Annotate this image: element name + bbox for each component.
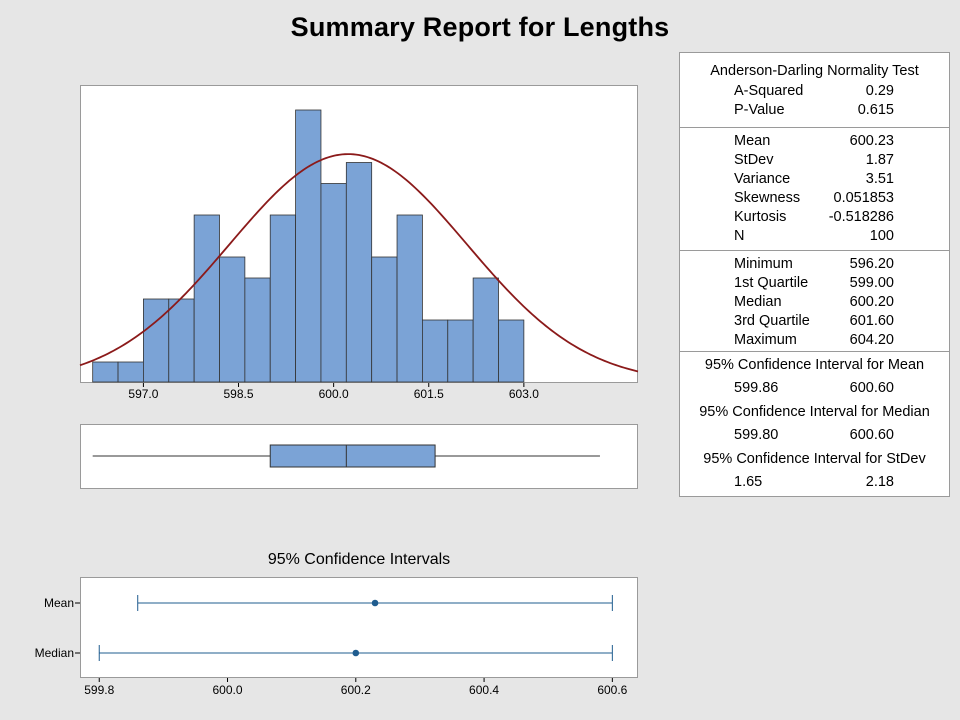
x-tick-label: 603.0 [509, 387, 539, 401]
stat-row: 1st Quartile 599.00 [680, 274, 949, 293]
stat-label: Maximum [734, 332, 797, 348]
stat-value: 3.51 [865, 171, 894, 187]
moments-section: Mean 600.23 StDev 1.87 Variance 3.51 Skewne… [680, 128, 949, 251]
x-tick-label: 600.2 [341, 683, 371, 697]
histogram-bar [422, 319, 449, 383]
ci-point-estimate [371, 599, 379, 607]
ci-category-median: Median [34, 646, 74, 660]
x-tick-label: 597.0 [128, 387, 158, 401]
quantiles-section: Minimum 596.20 1st Quartile 599.00 Median 6… [680, 251, 949, 352]
ci-chart-title: 95% Confidence Intervals [267, 551, 451, 568]
boxplot-box [269, 444, 436, 468]
ci-mean-header: 95% Confidence Interval for Mean [704, 357, 925, 373]
stat-row: N 100 [680, 227, 949, 246]
x-tick-label: 600.4 [469, 683, 499, 697]
stat-label: Variance [734, 171, 791, 187]
stat-value: 100 [869, 228, 894, 244]
ci-mean-row: 599.86 600.60 [680, 376, 949, 401]
ci-high: 2.18 [865, 474, 894, 490]
stat-row: P-Value 0.615 [680, 101, 949, 120]
ci-high: 600.60 [849, 380, 894, 396]
stat-label: Kurtosis [734, 209, 787, 225]
histogram-bar [396, 214, 423, 383]
stat-value: 604.20 [849, 332, 894, 348]
stat-value: 1.87 [865, 152, 894, 168]
ci-median-header: 95% Confidence Interval for Median [699, 404, 930, 420]
stat-row: Median 600.20 [680, 293, 949, 312]
stat-row: 3rd Quartile 601.60 [680, 312, 949, 331]
stat-label: 1st Quartile [734, 275, 809, 291]
normality-header: Anderson-Darling Normality Test [710, 63, 919, 79]
stat-value: 0.051853 [833, 190, 894, 206]
stat-label: Median [734, 294, 782, 310]
stat-row: Skewness 0.051853 [680, 189, 949, 208]
stat-row: Kurtosis -0.518286 [680, 208, 949, 227]
histogram-bar [269, 214, 296, 383]
stat-row: StDev 1.87 [680, 151, 949, 170]
x-tick-label: 598.5 [224, 387, 254, 401]
histogram-bar [295, 109, 322, 383]
stats-table: Anderson-Darling Normality Test A-Square… [679, 52, 950, 497]
ci-panel [80, 577, 638, 678]
stat-row: Mean 600.23 [680, 132, 949, 151]
x-tick-label: 600.0 [319, 387, 349, 401]
normality-section: Anderson-Darling Normality Test A-Square… [680, 53, 949, 128]
normal-curve [79, 153, 639, 373]
stat-label: P-Value [734, 102, 785, 118]
stat-row: Variance 3.51 [680, 170, 949, 189]
histogram-bar [244, 277, 271, 383]
stat-value: 0.615 [857, 102, 894, 118]
stat-label: Skewness [734, 190, 801, 206]
stat-row: A-Squared 0.29 [680, 82, 949, 101]
histogram-bar [320, 183, 347, 383]
x-tick-label: 600.6 [597, 683, 627, 697]
histogram-bar [193, 214, 220, 383]
stat-value: 601.60 [849, 313, 894, 329]
histogram-bar [472, 277, 499, 383]
x-tick-label: 599.8 [84, 683, 114, 697]
stat-value: -0.518286 [828, 209, 894, 225]
histogram-bar [345, 162, 373, 383]
stat-value: 599.00 [849, 275, 894, 291]
ci-stdev-header: 95% Confidence Interval for StDev [703, 451, 926, 467]
histogram-bar [371, 256, 398, 383]
ci-median-row: 599.80 600.60 [680, 423, 949, 448]
report-title: Summary Report for Lengths [290, 12, 670, 42]
stat-label: StDev [734, 152, 774, 168]
x-tick-label: 600.0 [213, 683, 243, 697]
stat-row: Maximum 604.20 [680, 331, 949, 350]
stat-value: 600.20 [849, 294, 894, 310]
ci-low: 599.86 [734, 380, 779, 396]
stat-row: Minimum 596.20 [680, 255, 949, 274]
ci-category-mean: Mean [43, 596, 74, 610]
stat-label: Mean [734, 133, 771, 149]
histogram-bar [498, 319, 525, 383]
histogram-bar [219, 256, 246, 383]
x-tick-label: 601.5 [414, 387, 444, 401]
stat-label: A-Squared [734, 83, 804, 99]
stat-value: 600.23 [849, 133, 894, 149]
ci-section: 95% Confidence Interval for Mean 599.86 6… [680, 352, 949, 495]
stat-label: N [734, 228, 745, 244]
ci-low: 1.65 [734, 474, 763, 490]
ci-point-estimate [352, 649, 360, 657]
stat-label: Minimum [734, 256, 793, 272]
ci-high: 600.60 [849, 427, 894, 443]
ci-stdev-row: 1.65 2.18 [680, 470, 949, 495]
ci-low: 599.80 [734, 427, 779, 443]
stat-value: 596.20 [849, 256, 894, 272]
stat-value: 0.29 [865, 83, 894, 99]
stat-label: 3rd Quartile [734, 313, 810, 329]
